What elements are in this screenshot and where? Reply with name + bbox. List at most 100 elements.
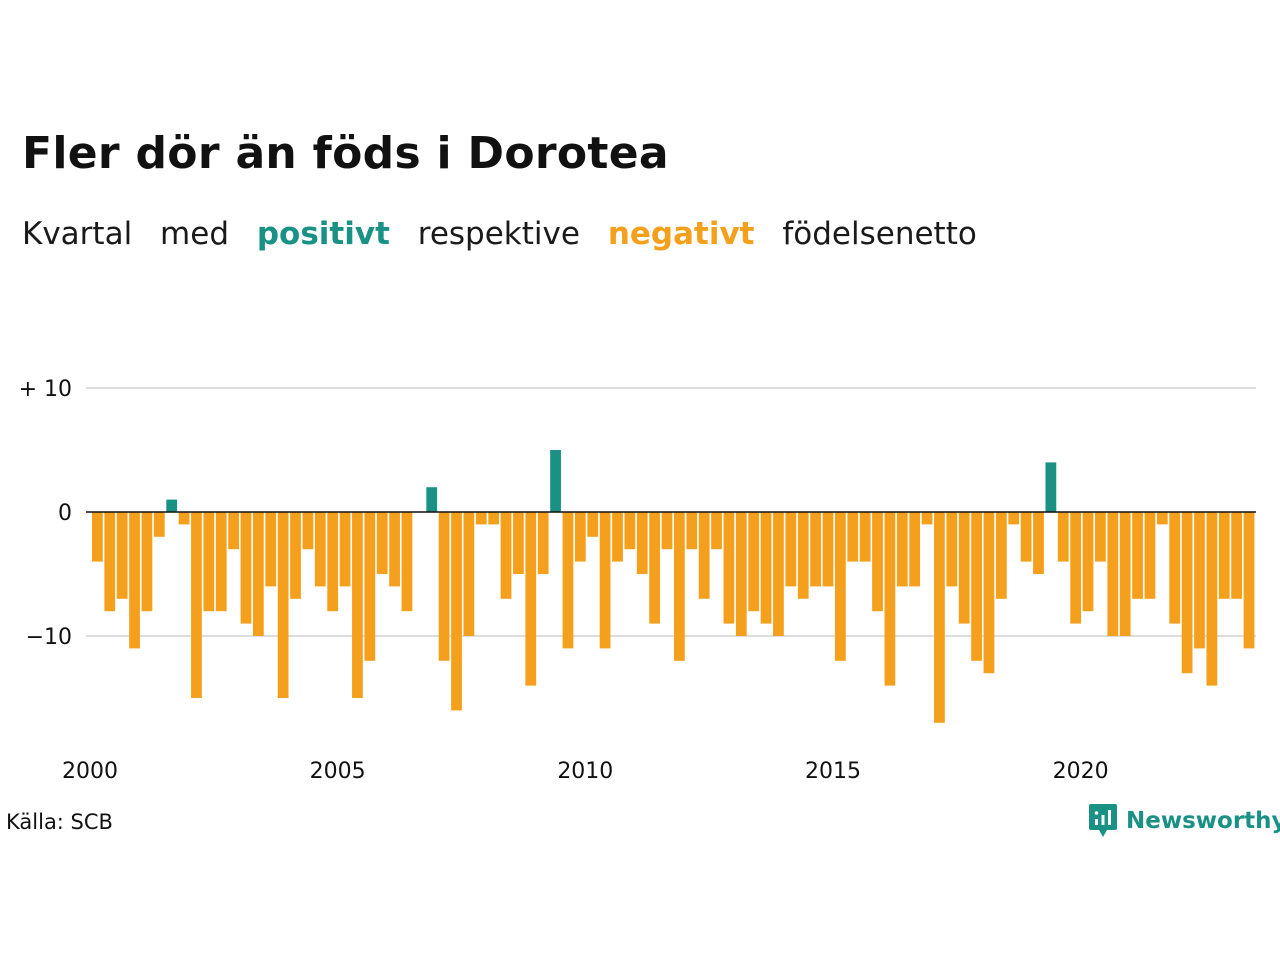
bar bbox=[426, 487, 438, 512]
bar bbox=[389, 512, 400, 587]
bar bbox=[401, 512, 413, 612]
subtitle-word-fodelsenetto: födelsenetto bbox=[782, 216, 977, 252]
newsworthy-logo-icon bbox=[1089, 804, 1117, 837]
bar bbox=[995, 512, 1007, 599]
bar bbox=[1033, 512, 1044, 574]
bar bbox=[909, 512, 921, 587]
bar bbox=[698, 512, 710, 599]
bar bbox=[141, 512, 153, 612]
bar bbox=[178, 512, 190, 525]
bar bbox=[1132, 512, 1143, 599]
bar bbox=[934, 512, 945, 723]
bar bbox=[735, 512, 747, 636]
bar bbox=[1070, 512, 1082, 624]
bar bbox=[574, 512, 586, 562]
bar bbox=[847, 512, 859, 562]
bar-chart: + 10 0 −10 2000 2005 2010 2015 2020 bbox=[19, 377, 1256, 784]
bar bbox=[599, 512, 611, 649]
bar bbox=[785, 512, 797, 587]
bar bbox=[500, 512, 512, 599]
bar bbox=[958, 512, 970, 624]
bar bbox=[240, 512, 252, 624]
bar bbox=[327, 512, 339, 612]
subtitle-word-med: med bbox=[160, 216, 229, 252]
bar bbox=[129, 512, 140, 649]
bar bbox=[1156, 512, 1168, 525]
bar bbox=[191, 512, 202, 698]
bar bbox=[475, 512, 487, 525]
x-tick-label: 2010 bbox=[557, 759, 613, 784]
bar bbox=[1169, 512, 1181, 624]
subtitle-positive-label: positivt bbox=[256, 216, 390, 252]
bar bbox=[946, 512, 958, 587]
bar bbox=[983, 512, 995, 674]
bar bbox=[921, 512, 933, 525]
bar bbox=[1243, 512, 1255, 649]
bar bbox=[314, 512, 326, 587]
bar bbox=[488, 512, 500, 525]
x-tick-label: 2005 bbox=[310, 759, 366, 784]
bar bbox=[1045, 462, 1057, 512]
bar bbox=[166, 499, 178, 512]
bar bbox=[376, 512, 388, 574]
bar bbox=[451, 512, 462, 711]
bar bbox=[1206, 512, 1218, 686]
subtitle-negative-label: negativt bbox=[607, 216, 755, 252]
bar bbox=[797, 512, 809, 599]
bar bbox=[104, 512, 116, 612]
bar bbox=[525, 512, 537, 686]
chart-title: Fler dör än föds i Dorotea bbox=[22, 128, 669, 179]
bar bbox=[1082, 512, 1094, 612]
bar bbox=[277, 512, 289, 698]
bar bbox=[290, 512, 301, 599]
bar bbox=[1020, 512, 1032, 562]
bar bbox=[1057, 512, 1069, 562]
bar bbox=[1119, 512, 1131, 636]
bar bbox=[364, 512, 376, 661]
x-tick-label: 2015 bbox=[805, 759, 861, 784]
source-note: Källa: SCB bbox=[6, 810, 113, 834]
bar bbox=[1181, 512, 1193, 674]
bar bbox=[773, 512, 784, 636]
bar bbox=[896, 512, 908, 587]
bar bbox=[302, 512, 314, 550]
bar bbox=[1231, 512, 1243, 599]
y-tick-label: −10 bbox=[26, 625, 72, 650]
bar bbox=[723, 512, 735, 624]
bar bbox=[1144, 512, 1156, 599]
bar bbox=[649, 512, 661, 624]
brand-logo[interactable]: Newsworthy bbox=[1088, 803, 1280, 839]
y-tick-label: 0 bbox=[58, 501, 72, 526]
bar bbox=[116, 512, 128, 599]
bar bbox=[153, 512, 165, 537]
bar bbox=[674, 512, 685, 661]
bar bbox=[339, 512, 351, 587]
bar bbox=[1218, 512, 1230, 599]
bar bbox=[513, 512, 524, 574]
bar bbox=[438, 512, 450, 661]
bar bbox=[352, 512, 363, 698]
x-tick-label: 2000 bbox=[62, 759, 118, 784]
subtitle-word-kvartal: Kvartal bbox=[22, 216, 133, 252]
bar bbox=[550, 450, 561, 512]
bar bbox=[265, 512, 277, 587]
bar bbox=[636, 512, 648, 574]
y-tick-label: + 10 bbox=[19, 377, 72, 402]
bar bbox=[612, 512, 623, 562]
bar bbox=[1095, 512, 1106, 562]
bar bbox=[92, 512, 103, 562]
bar bbox=[562, 512, 574, 649]
bar bbox=[203, 512, 215, 612]
bar bbox=[711, 512, 722, 550]
chart-subtitle: Kvartal med positivt respektive negativt… bbox=[22, 216, 995, 252]
bar bbox=[463, 512, 475, 636]
brand-name: Newsworthy bbox=[1126, 808, 1280, 834]
x-tick-label: 2020 bbox=[1053, 759, 1109, 784]
bar bbox=[537, 512, 549, 574]
bar bbox=[661, 512, 673, 550]
bar bbox=[215, 512, 227, 612]
bar bbox=[872, 512, 883, 612]
bar bbox=[1008, 512, 1020, 525]
bar bbox=[834, 512, 846, 661]
bar bbox=[686, 512, 698, 550]
